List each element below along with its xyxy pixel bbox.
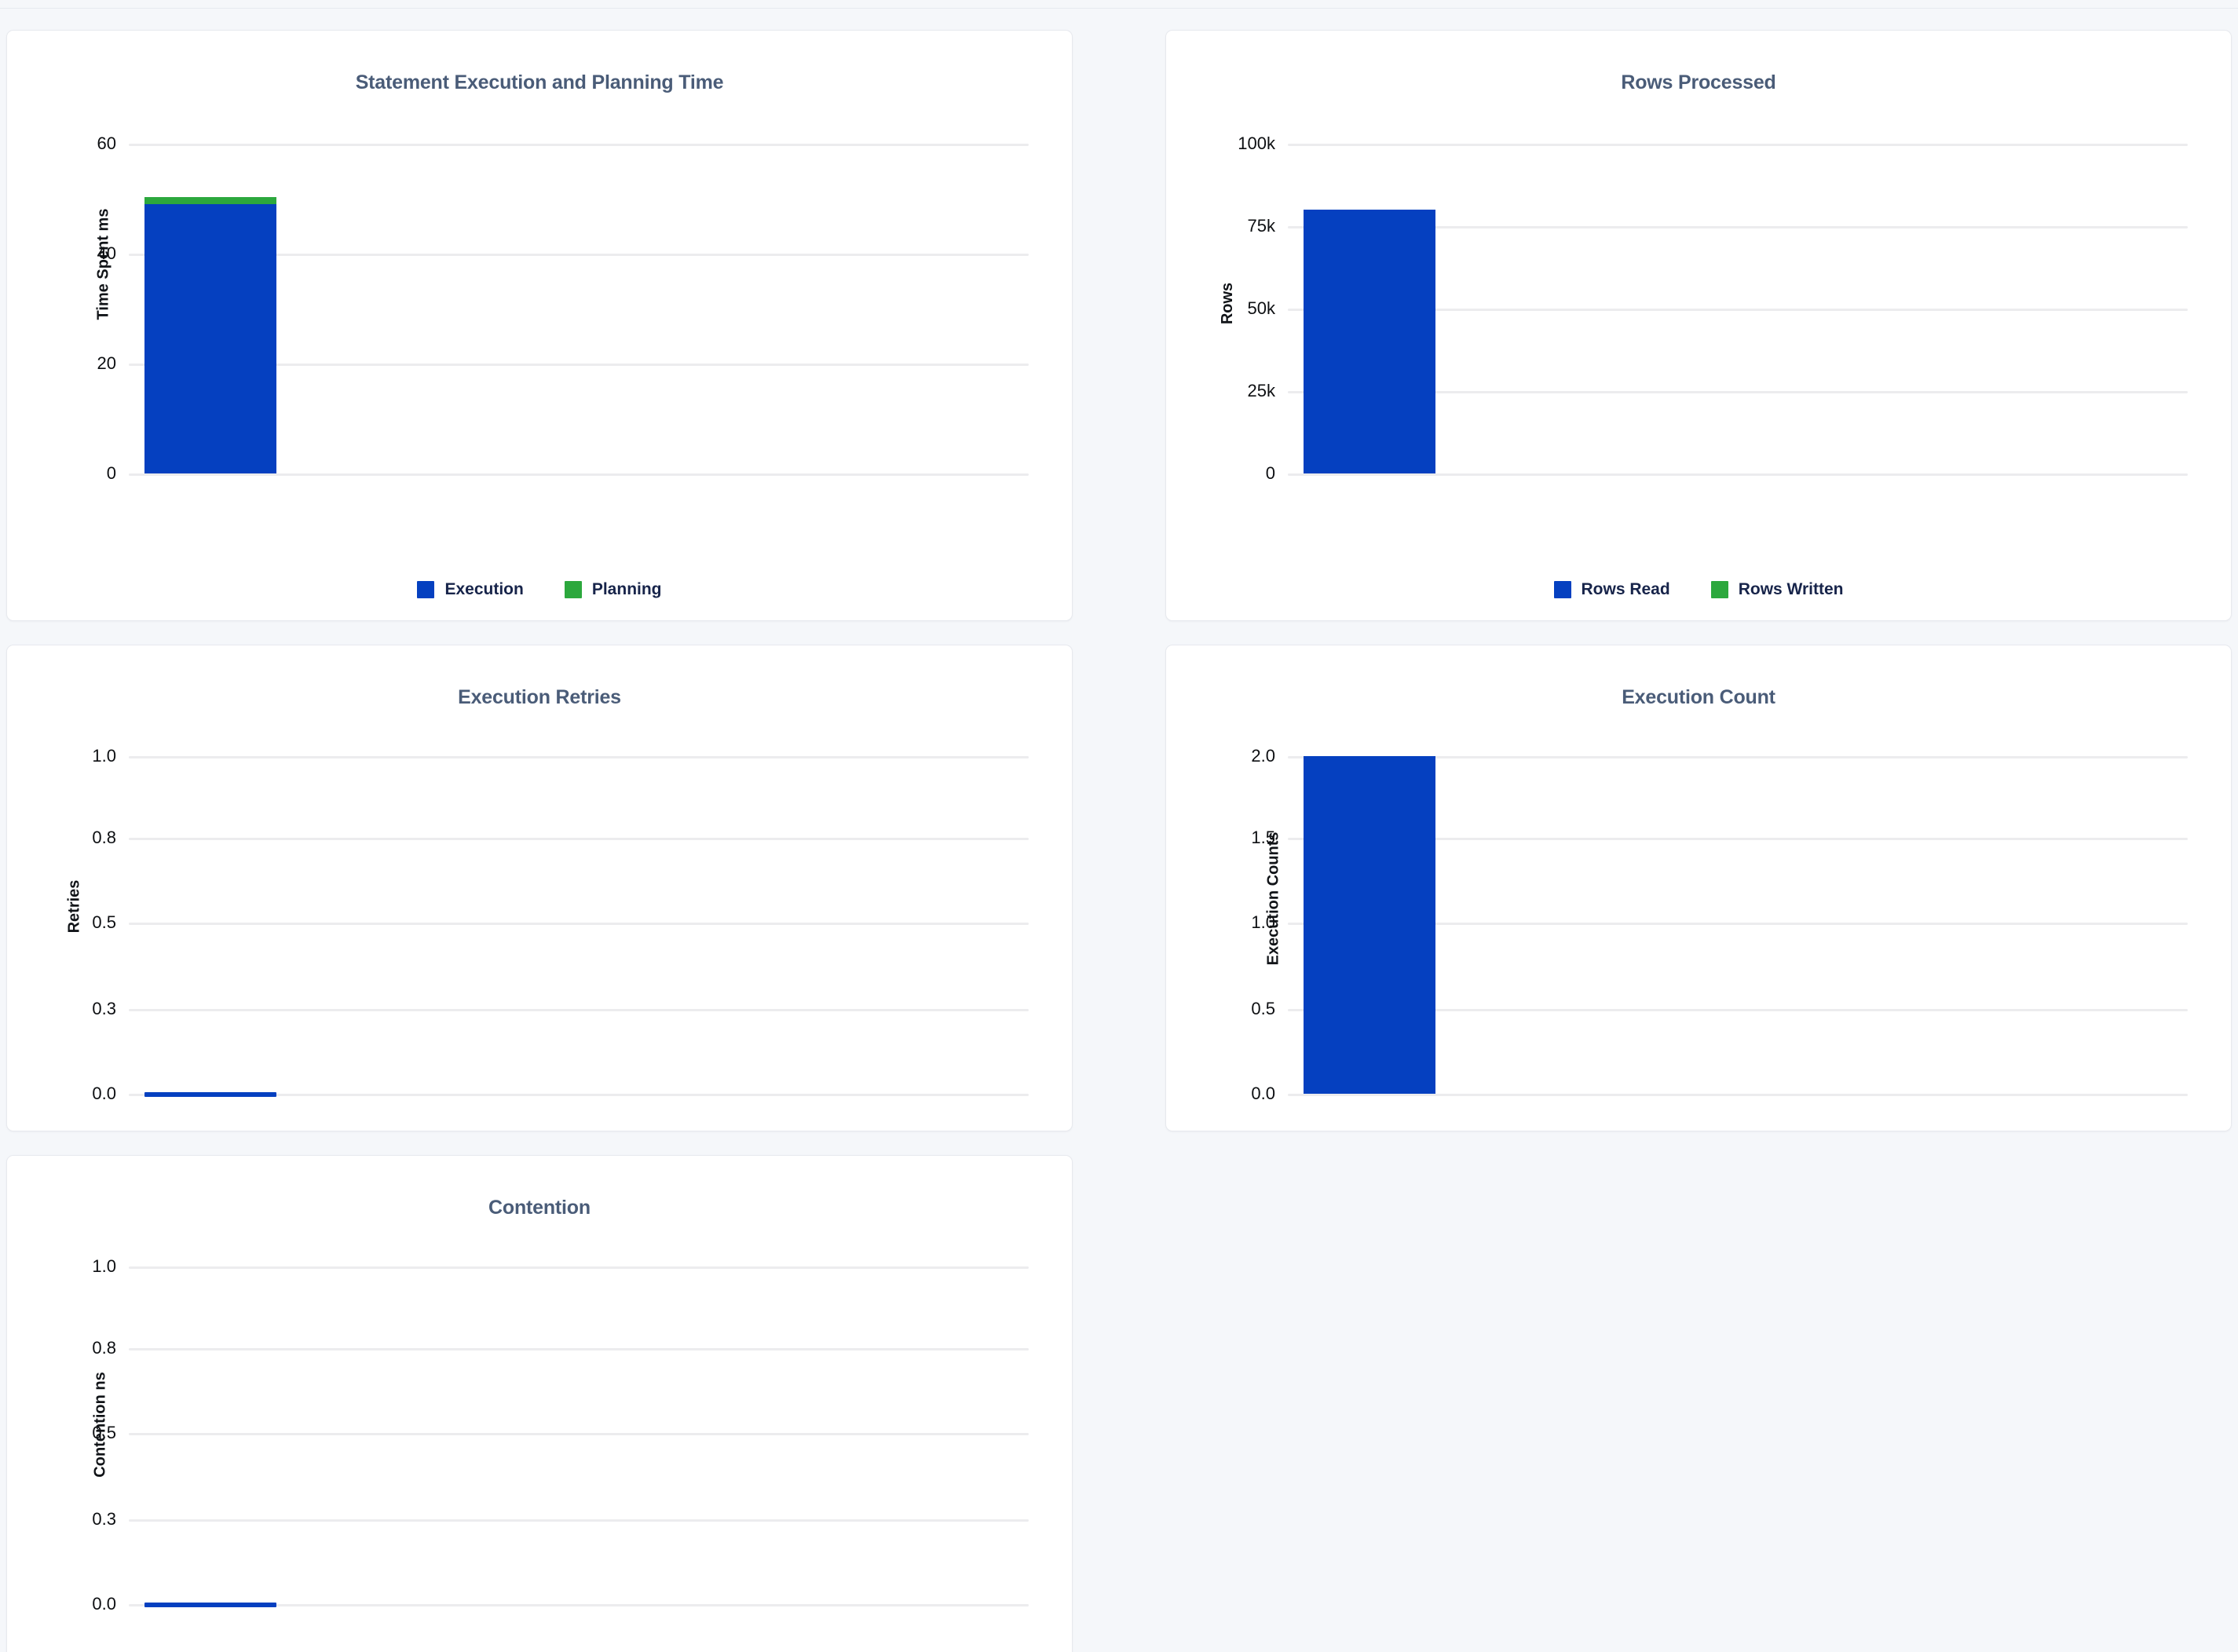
y-tick-label: 1.5 <box>1251 828 1275 847</box>
bar-segment-rows-read[interactable] <box>1304 210 1435 473</box>
bar-rows-processed[interactable] <box>1304 210 1435 473</box>
legend-item-rows-read[interactable]: Rows Read <box>1553 580 1670 599</box>
plot-canvas-statement-execution: 60 40 20 0 <box>97 94 1029 483</box>
gridline: 0.3 <box>92 1509 1029 1529</box>
legend-statement-execution: Execution Planning <box>7 580 1072 599</box>
chart-row-3: Contention Contention ns 1.0 0.8 0.5 <box>6 1155 2232 1652</box>
y-tick-label: 1.0 <box>92 1256 116 1276</box>
gridline: 0.5 <box>1251 999 2188 1018</box>
gridline: 40 <box>97 243 1029 263</box>
y-tick-label: 0.5 <box>1251 999 1275 1018</box>
y-tick-label: 100k <box>1238 133 1275 153</box>
legend-rows-processed: Rows Read Rows Written <box>1166 580 2231 599</box>
y-tick-label: 40 <box>97 243 116 263</box>
y-tick-label: 0.8 <box>92 1338 116 1358</box>
gridline: 1.5 <box>1251 828 2188 847</box>
bar-execution-retries-zero[interactable] <box>144 1092 276 1097</box>
chart-row-1: Statement Execution and Planning Time Ti… <box>6 30 2232 621</box>
legend-item-execution[interactable]: Execution <box>417 580 524 599</box>
bar-segment-planning[interactable] <box>144 197 276 204</box>
card-contention[interactable]: Contention Contention ns 1.0 0.8 0.5 <box>6 1155 1073 1652</box>
y-tick-label: 0.3 <box>92 1509 116 1529</box>
legend-item-rows-written[interactable]: Rows Written <box>1710 580 1844 599</box>
empty-grid-slot <box>1165 1155 2232 1652</box>
gridline: 20 <box>97 353 1029 373</box>
card-rows-processed[interactable]: Rows Processed Rows 100k 75k 50k <box>1165 30 2232 621</box>
gridline: 1.0 <box>1251 912 2188 932</box>
gridline: 0.0 <box>92 1594 1029 1614</box>
card-statement-execution-and-planning-time[interactable]: Statement Execution and Planning Time Ti… <box>6 30 1073 621</box>
gridline: 60 <box>97 133 1029 153</box>
bar-segment-execution-counts[interactable] <box>1304 756 1435 1094</box>
gridline: 100k <box>1238 133 2188 153</box>
y-tick-label: 75k <box>1247 216 1275 236</box>
gridline: 0.5 <box>92 912 1029 932</box>
y-tick-label: 50k <box>1247 298 1275 318</box>
gridline: 0 <box>107 463 1029 483</box>
card-execution-count[interactable]: Execution Count Execution Counts 2.0 1.5 <box>1165 645 2232 1131</box>
y-tick-label: 0.0 <box>92 1084 116 1103</box>
y-tick-label: 0 <box>106 463 116 483</box>
y-tick-label: 60 <box>97 133 116 153</box>
chart-row-2: Execution Retries Retries 1.0 0.8 0.5 <box>6 645 2232 1131</box>
gridline: 0.0 <box>92 1084 1029 1103</box>
legend-swatch-icon <box>417 581 435 598</box>
plot-canvas-execution-retries: 1.0 0.8 0.5 0.3 0.0 <box>92 709 1029 1103</box>
bar-segment-execution[interactable] <box>144 204 276 473</box>
y-tick-label: 0.5 <box>92 1423 116 1442</box>
legend-label: Rows Written <box>1738 580 1844 598</box>
legend-label: Planning <box>591 580 662 598</box>
gridline: 0.5 <box>92 1423 1029 1442</box>
legend-swatch-icon <box>1553 581 1571 598</box>
gridline: 0.3 <box>92 999 1029 1018</box>
bar-contention-zero[interactable] <box>144 1603 276 1607</box>
y-tick-label: 0.0 <box>1251 1084 1275 1103</box>
gridline: 25k <box>1248 381 2188 400</box>
legend-swatch-icon <box>564 581 582 598</box>
chart-title-execution-retries: Execution Retries <box>458 686 621 708</box>
bar-execution-count[interactable] <box>1304 756 1435 1094</box>
y-tick-label: 0.8 <box>92 828 116 847</box>
gridline: 0 <box>1266 463 2188 483</box>
legend-item-planning[interactable]: Planning <box>564 580 662 599</box>
gridline: 75k <box>1248 216 2188 236</box>
y-axis-label-rows: Rows <box>1219 282 1237 325</box>
y-tick-label: 1.0 <box>92 746 116 766</box>
plot-canvas-contention: 1.0 0.8 0.5 0.3 0.0 <box>92 1219 1029 1614</box>
gridline: 1.0 <box>92 1256 1029 1276</box>
y-tick-label: 20 <box>97 353 116 373</box>
y-tick-label: 2.0 <box>1251 746 1275 766</box>
y-tick-label: 0 <box>1265 463 1275 483</box>
legend-swatch-icon <box>1710 581 1728 598</box>
y-tick-label: 0.5 <box>92 912 116 932</box>
gridline: 0.8 <box>92 1338 1029 1358</box>
plot-canvas-execution-count: 2.0 1.5 1.0 0.5 0.0 <box>1251 709 2188 1103</box>
y-tick-label: 0.3 <box>92 999 116 1018</box>
chart-grid: Statement Execution and Planning Time Ti… <box>6 30 2232 1652</box>
bar-statement-time[interactable] <box>144 197 276 473</box>
gridline: 2.0 <box>1251 746 2188 766</box>
gridline: 50k <box>1248 298 2188 318</box>
y-tick-label: 1.0 <box>1251 912 1275 932</box>
plot-canvas-rows-processed: 100k 75k 50k 25k 0 <box>1238 94 2188 483</box>
chart-title-execution-count: Execution Count <box>1622 686 1775 708</box>
legend-label: Execution <box>444 580 524 598</box>
top-divider <box>0 8 2238 9</box>
gridline: 0.0 <box>1251 1084 2188 1103</box>
chart-title-contention: Contention <box>488 1197 591 1219</box>
gridline: 1.0 <box>92 746 1029 766</box>
card-execution-retries[interactable]: Execution Retries Retries 1.0 0.8 0.5 <box>6 645 1073 1131</box>
chart-title-statement-execution: Statement Execution and Planning Time <box>355 71 724 93</box>
gridline: 0.8 <box>92 828 1029 847</box>
legend-label: Rows Read <box>1581 580 1670 598</box>
chart-title-rows-processed: Rows Processed <box>1621 71 1776 93</box>
y-tick-label: 0.0 <box>92 1594 116 1614</box>
y-tick-label: 25k <box>1247 381 1275 400</box>
